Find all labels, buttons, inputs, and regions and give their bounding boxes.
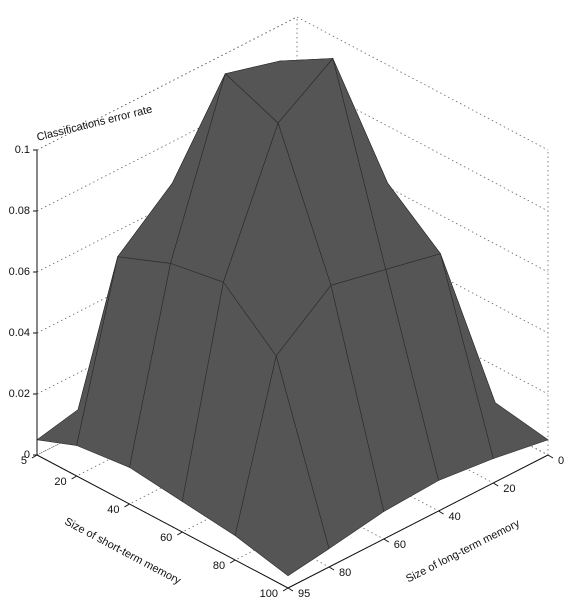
tick-mark	[229, 559, 236, 564]
y-tick-label: 40	[449, 511, 461, 523]
y-axis-label: Size of long-term memory	[404, 517, 522, 585]
x-tick-label: 80	[213, 560, 225, 572]
y-tick-label: 80	[339, 567, 351, 579]
grid-line	[36, 16, 298, 151]
z-tick-label: 0.08	[9, 205, 30, 217]
z-tick-label: 0.06	[9, 266, 30, 278]
y-tick-label: 20	[503, 483, 515, 495]
tick-mark	[383, 538, 390, 543]
x-axis	[36, 454, 289, 589]
tick-mark	[124, 503, 130, 508]
y-tick-label: 95	[298, 588, 310, 598]
tick-mark	[438, 510, 444, 515]
z-tick-label: 0	[24, 449, 30, 461]
z-axis-label: Classifications error rate	[36, 103, 154, 143]
z-tick-label: 0.02	[9, 388, 30, 400]
tick-mark	[31, 454, 38, 459]
x-tick-label: 40	[107, 504, 119, 516]
z-tick-label: 0.1	[15, 144, 30, 156]
z-tick-label: 0.04	[9, 327, 30, 339]
surface-patch	[234, 355, 330, 577]
x-tick-label: 20	[54, 476, 66, 488]
tick-mark	[493, 482, 499, 487]
x-tick-label: 100	[260, 588, 278, 598]
x-tick-label: 5	[21, 455, 27, 467]
tick-mark	[177, 531, 183, 536]
tick-mark	[328, 566, 335, 571]
tick-mark	[547, 454, 554, 459]
y-tick-label: 0	[558, 455, 564, 467]
x-axis-label: Size of short-term memory	[63, 516, 183, 588]
tick-mark	[282, 587, 289, 592]
y-axis	[287, 454, 549, 589]
x-tick-label: 60	[160, 532, 172, 544]
tick-mark	[71, 475, 77, 480]
y-tick-label: 60	[394, 539, 406, 551]
tick-mark	[287, 587, 294, 592]
